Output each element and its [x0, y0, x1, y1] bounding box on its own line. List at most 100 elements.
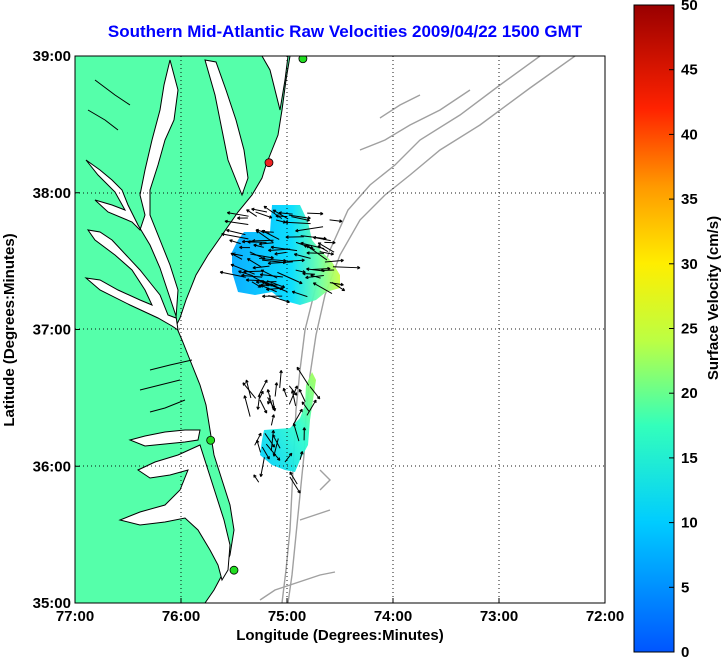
velocity-arrow: [246, 258, 263, 268]
velocity-arrow: [249, 251, 266, 260]
colorbar-tick-label: 50: [681, 0, 698, 14]
velocity-arrow: [258, 242, 274, 246]
velocity-arrow: [272, 399, 277, 412]
velocity-arrow: [268, 248, 291, 253]
velocity-arrow: [232, 252, 243, 257]
colorbar-label: Surface Velocity (cm/s): [705, 216, 722, 380]
velocity-arrow: [261, 446, 270, 460]
velocity-arrow: [312, 282, 333, 294]
velocity-arrow: [243, 395, 251, 417]
velocity-arrow: [295, 241, 314, 250]
velocity-arrow: [257, 379, 268, 398]
colorbar-tick-label: 40: [681, 126, 698, 143]
velocity-arrow: [301, 401, 310, 412]
velocity-arrow: [299, 451, 304, 460]
y-tick-label: 39:00: [33, 48, 71, 65]
velocity-arrow: [284, 452, 293, 463]
velocity-arrow: [278, 211, 293, 215]
y-tick-label: 38:00: [33, 185, 71, 202]
velocity-arrow: [254, 432, 262, 446]
velocity-arrow: [224, 219, 249, 225]
colorbar-tick-label: 45: [681, 62, 698, 79]
velocity-arrow: [274, 382, 279, 397]
colorbar-tick-label: 20: [681, 385, 698, 402]
velocity-arrow: [262, 294, 283, 299]
y-axis-label: Latitude (Degrees:Minutes): [1, 233, 18, 426]
y-tick-label: 37:00: [33, 322, 71, 339]
x-tick-label: 74:00: [374, 608, 412, 625]
velocity-arrow: [245, 278, 264, 282]
velocity-arrow: [317, 242, 335, 253]
velocity-arrow: [267, 397, 276, 410]
velocity-arrow: [293, 252, 311, 259]
velocity-arrow: [272, 209, 289, 220]
colorbar-tick-label: 15: [681, 450, 698, 467]
chart-title: Southern Mid-Atlantic Raw Velocities 200…: [107, 22, 583, 41]
velocity-arrow: [238, 270, 253, 277]
velocity-arrow: [324, 258, 344, 263]
velocity-arrow: [221, 232, 249, 240]
velocity-arrow: [286, 258, 305, 263]
y-tick-label: 35:00: [33, 595, 71, 612]
velocity-arrow: [267, 261, 293, 266]
velocity-arrow: [306, 399, 317, 416]
velocity-arrow: [332, 265, 361, 270]
grid-lines: [75, 56, 605, 603]
velocity-arrow: [302, 427, 307, 441]
river-lines: [87, 79, 193, 413]
velocity-arrow: [279, 370, 283, 388]
velocity-arrow: [329, 219, 343, 223]
colorbar-tick-label: 10: [681, 515, 698, 532]
velocity-arrow: [263, 205, 283, 220]
x-axis-label: Longitude (Degrees:Minutes): [236, 627, 444, 644]
x-axis-ticks: 77:00 76:00 75:00 74:00 73:00 72:00: [56, 598, 624, 625]
x-tick-label: 77:00: [56, 608, 94, 625]
delaware-bay: [261, 56, 289, 111]
velocity-arrow: [261, 230, 280, 240]
y-tick-label: 36:00: [33, 458, 71, 475]
velocity-arrow: [317, 245, 329, 253]
green-site-marker: [229, 565, 239, 575]
velocity-arrow: [229, 239, 241, 245]
velocity-arrow: [239, 245, 250, 250]
velocity-arrow: [245, 379, 252, 399]
colorbar-tick-label: 5: [681, 579, 689, 596]
velocity-arrow: [274, 251, 287, 256]
velocity-arrow: [295, 269, 306, 274]
velocity-arrow: [226, 211, 249, 217]
velocity-arrow: [264, 433, 276, 448]
velocity-arrow: [290, 390, 297, 406]
velocity-arrow: [251, 207, 268, 213]
velocity-arrow: [230, 263, 255, 275]
green-site-marker: [206, 435, 216, 445]
velocity-arrow: [306, 251, 325, 255]
velocity-arrow: [298, 388, 306, 402]
velocity-arrow: [270, 429, 276, 451]
velocity-arrow: [288, 385, 298, 405]
colorbar: [633, 4, 675, 653]
velocity-arrow: [259, 457, 265, 477]
velocity-arrow: [256, 394, 261, 410]
velocity-arrow: [292, 408, 303, 425]
velocity-arrow: [277, 271, 303, 285]
chesapeake-bay: [84, 59, 179, 332]
albemarle-sound: [128, 429, 201, 447]
velocity-arrow: [291, 216, 310, 222]
velocity-arrow: [259, 390, 264, 399]
velocity-arrow: [259, 399, 268, 414]
velocity-arrow: [324, 240, 336, 245]
velocity-arrow: [289, 476, 301, 494]
velocity-arrow: [255, 280, 277, 284]
velocity-arrow: [282, 387, 288, 398]
colorbar-tick-label: 0: [681, 644, 689, 659]
velocity-arrow: [260, 284, 277, 293]
velocity-arrow: [265, 443, 281, 461]
velocity-arrow: [296, 366, 310, 386]
velocity-arrow: [252, 265, 270, 270]
velocity-arrow: [241, 239, 255, 244]
colorbar-tick-label: 35: [681, 191, 698, 208]
velocity-arrow: [226, 228, 246, 236]
velocity-arrow: [309, 386, 321, 400]
